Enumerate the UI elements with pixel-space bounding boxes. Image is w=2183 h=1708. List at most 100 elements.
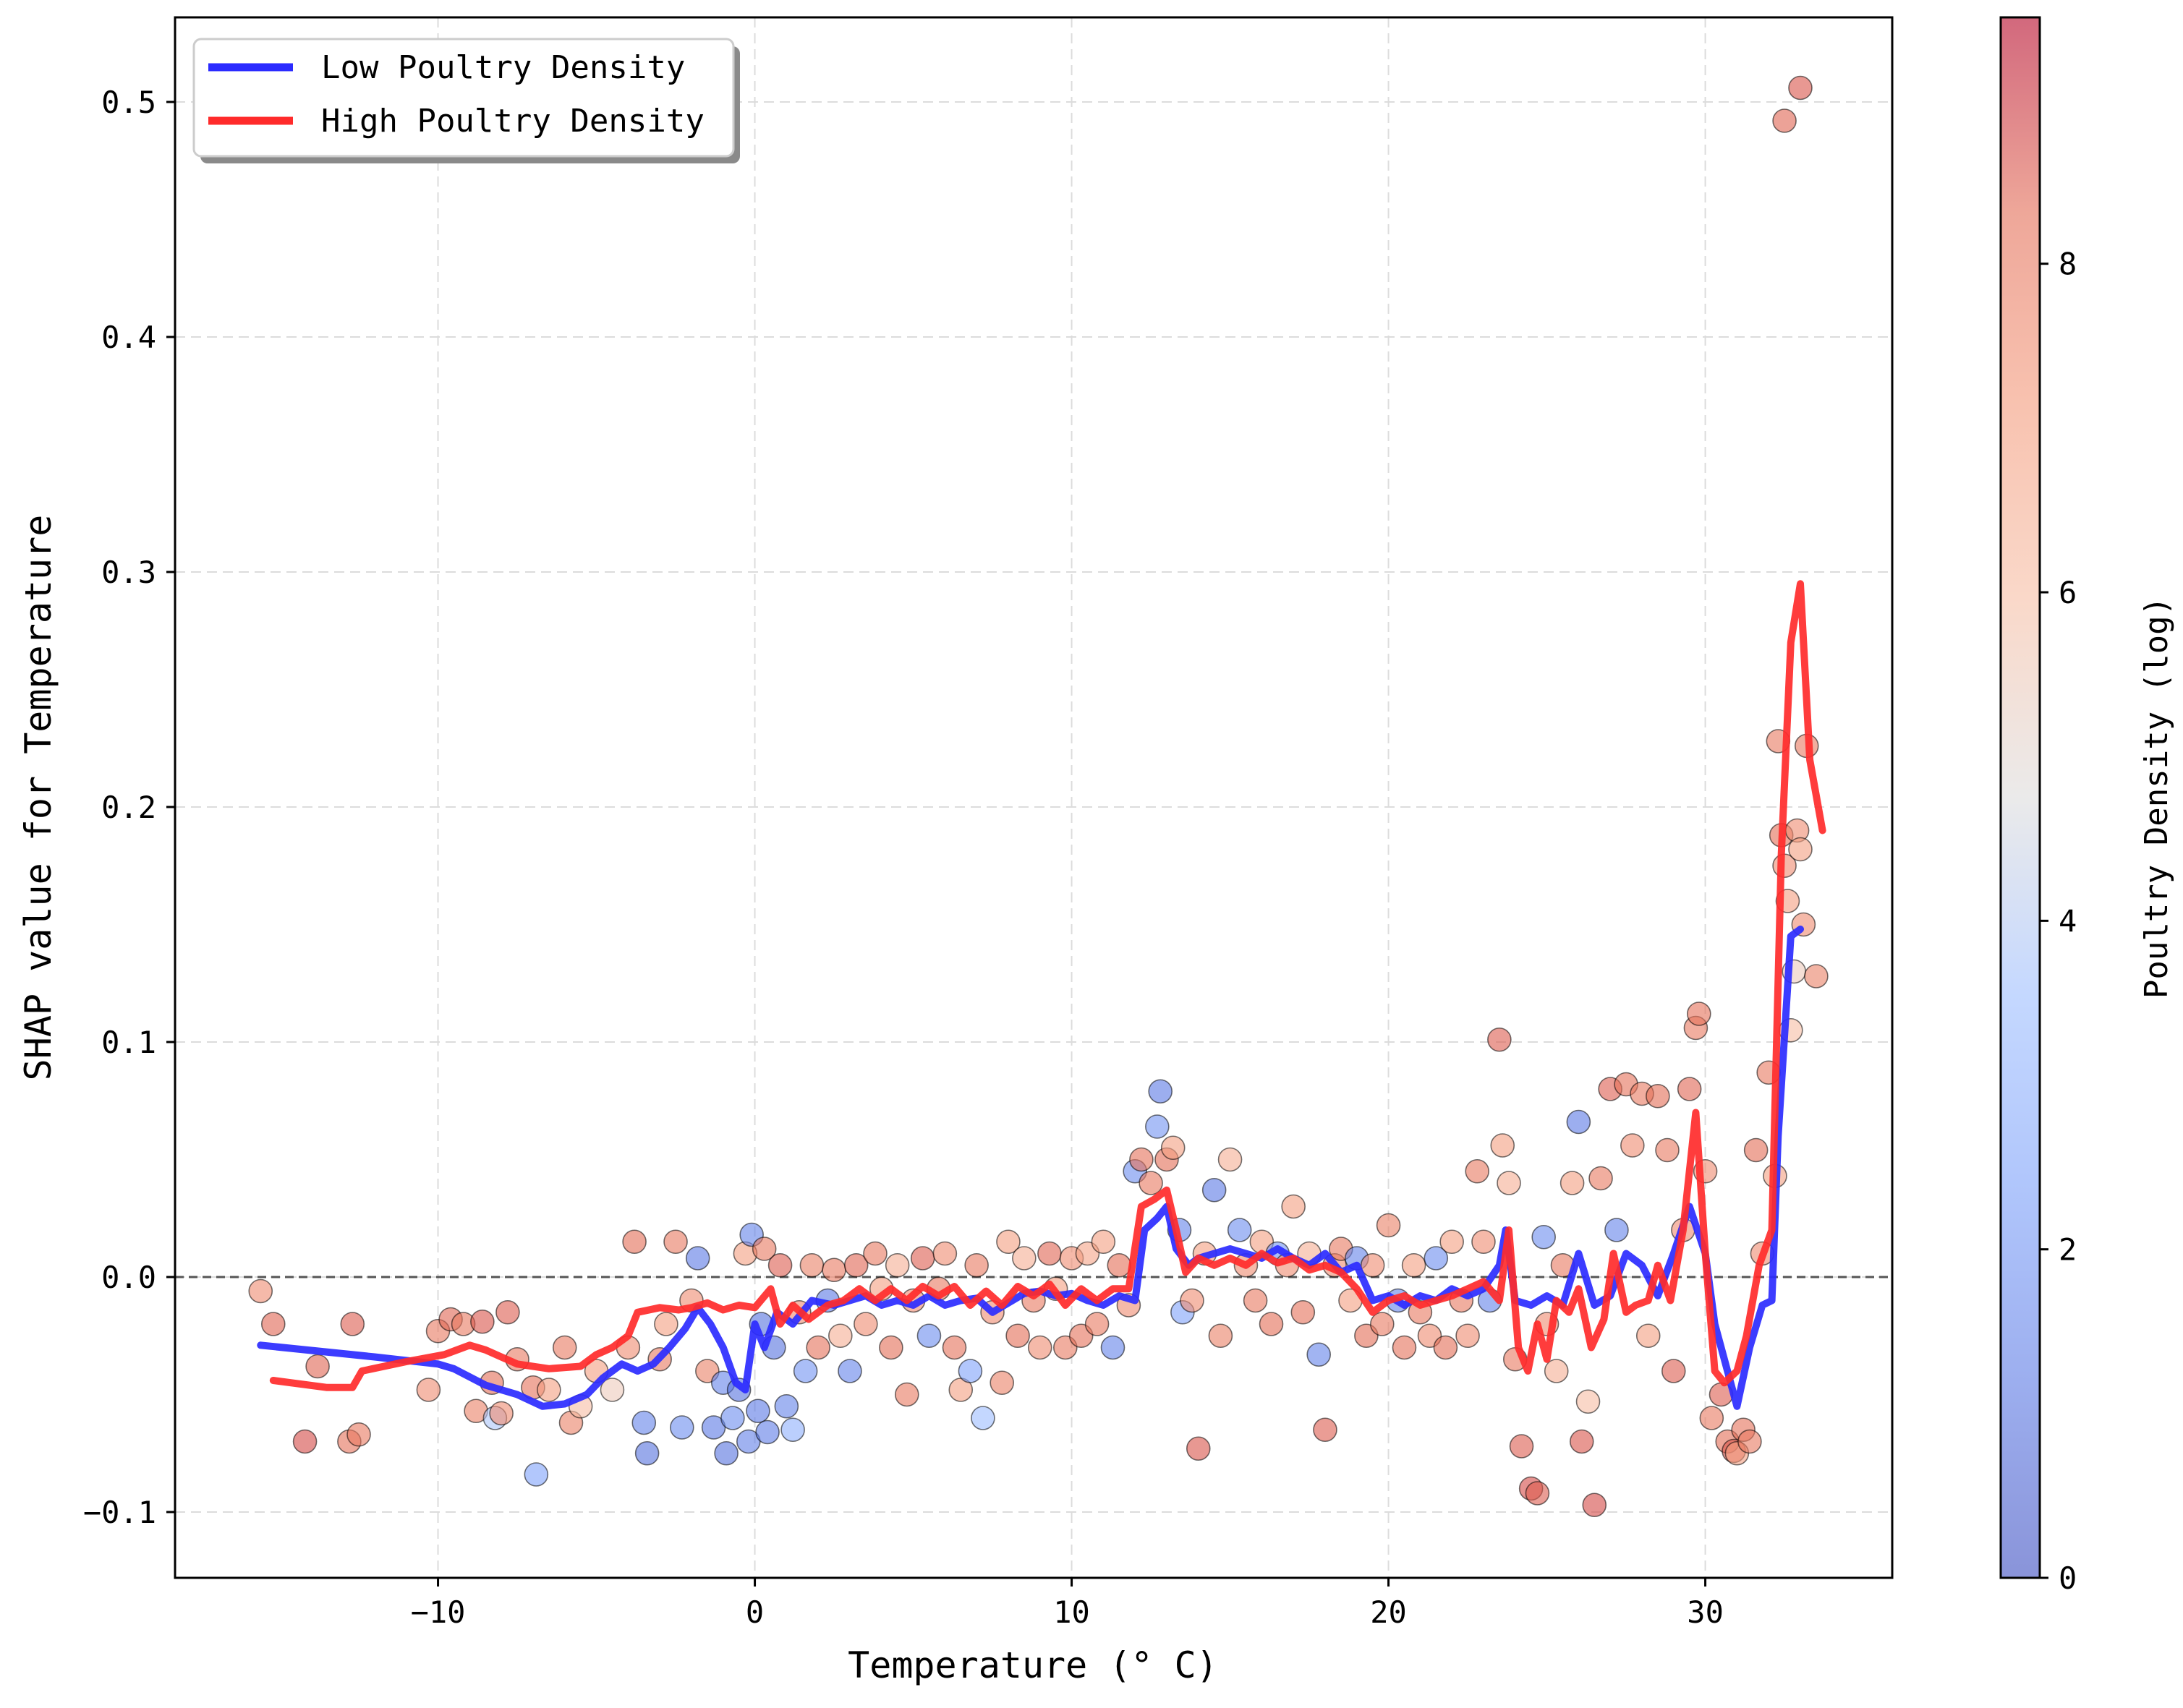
scatter-point [1160, 1135, 1186, 1161]
scatter-point [806, 1335, 830, 1360]
series-line-high-poultry-density [269, 580, 1826, 1391]
y-axis-title: SHAP value for Temperature [17, 515, 59, 1081]
scatter-point [1525, 1481, 1550, 1506]
scatter-point [1497, 1171, 1521, 1195]
scatter-point [996, 1229, 1021, 1255]
scatter-point [1091, 1229, 1116, 1255]
scatter-point [1509, 1434, 1534, 1459]
scatter-point [1788, 75, 1813, 101]
scatter-point [1582, 1493, 1607, 1518]
scatter-point [1439, 1229, 1464, 1255]
scatter-point [1490, 1133, 1515, 1158]
scatter-point [1107, 1252, 1132, 1278]
scatter-point [663, 1229, 688, 1255]
scatter-point [1217, 1147, 1243, 1172]
scatter-point [746, 1399, 770, 1424]
scatter-point [1655, 1137, 1680, 1163]
scatter-point [1604, 1218, 1629, 1242]
scatter-point [1401, 1252, 1426, 1278]
scatter-point [1201, 1177, 1227, 1203]
scatter-point [1005, 1323, 1030, 1349]
scatter-point [1281, 1194, 1306, 1219]
scatter-point [780, 1417, 805, 1443]
scatter-point [1360, 1252, 1385, 1278]
scatter-point [1139, 1171, 1163, 1195]
scatter-point [1392, 1335, 1417, 1360]
scatter-point [1559, 1171, 1585, 1195]
colorbar-tick-label: 0 [2059, 1560, 2077, 1596]
scatter-point [416, 1378, 441, 1402]
scatter-point [248, 1278, 273, 1304]
scatter-point [470, 1309, 495, 1334]
scatter-point [685, 1246, 710, 1271]
scatter-point [767, 1252, 793, 1278]
scatter-point [1084, 1312, 1110, 1336]
scatter-point [863, 1241, 888, 1266]
scatter-point [631, 1410, 657, 1435]
colorbar-title: Poultry Density (log) [2138, 597, 2175, 999]
scatter-points [248, 75, 1829, 1518]
x-tick-label: 10 [1053, 1594, 1090, 1630]
scatter-point [1687, 1002, 1711, 1026]
scatter-point [838, 1359, 862, 1383]
scatter-point [958, 1359, 983, 1383]
colorbar-tick-label: 6 [2059, 575, 2077, 610]
scatter-point [1487, 1027, 1512, 1052]
trend-lines [257, 580, 1826, 1410]
colorbar: 0 2 4 6 8 Poultry Density (log) [1999, 16, 2175, 1596]
colorbar-tick-label: 4 [2059, 903, 2077, 939]
scatter-point [1259, 1312, 1284, 1336]
scatter-point [524, 1462, 549, 1487]
scatter-point [1575, 1389, 1601, 1414]
scatter-point [843, 1252, 869, 1278]
legend-box [192, 38, 735, 158]
scatter-point [714, 1440, 739, 1466]
x-axis-title: Temperature (° C) [848, 1644, 1218, 1686]
scatter-point [1646, 1083, 1670, 1109]
scatter-point [752, 1237, 777, 1261]
scatter-point [1569, 1429, 1594, 1454]
scatter-point [1620, 1133, 1645, 1158]
scatter-point [495, 1299, 520, 1325]
scatter-point [552, 1335, 577, 1360]
scatter-point [1012, 1246, 1037, 1271]
scatter-point [670, 1415, 694, 1440]
scatter-point [634, 1440, 660, 1466]
scatter-point [1455, 1323, 1480, 1349]
scatter-point [1635, 1323, 1661, 1349]
scatter-point [1661, 1359, 1686, 1383]
y-tick-label: 0.5 [101, 85, 156, 120]
scatter-point [1145, 1114, 1170, 1139]
scatter-point [1531, 1224, 1556, 1250]
scatter-point [774, 1393, 799, 1419]
legend-label-low: Low Poultry Density [321, 49, 685, 86]
y-tick-label: 0.2 [101, 790, 156, 825]
scatter-point [793, 1359, 818, 1383]
scatter-point [1227, 1218, 1252, 1242]
scatter-point [1208, 1323, 1233, 1349]
scatter-point [1743, 1137, 1769, 1163]
scatter-point [537, 1378, 561, 1402]
scatter-point [910, 1246, 935, 1271]
scatter-point [964, 1252, 989, 1278]
scatter-point [1566, 1109, 1591, 1135]
scatter-point [1699, 1406, 1724, 1430]
scatter-point [1290, 1299, 1316, 1325]
scatter-point [292, 1429, 318, 1454]
y-tick-label: 0.1 [101, 1025, 156, 1060]
scatter-point [654, 1312, 678, 1336]
scatter-point [1424, 1246, 1449, 1271]
x-axis-ticks: −10 0 10 20 30 [411, 1578, 1724, 1630]
colorbar-tick-label: 2 [2059, 1232, 2077, 1268]
y-tick-label: 0.4 [101, 320, 156, 355]
x-tick-label: 0 [746, 1594, 764, 1630]
scatter-point [854, 1312, 878, 1336]
scatter-point [1465, 1158, 1490, 1184]
scatter-point [1180, 1288, 1204, 1313]
scatter-point [1243, 1288, 1268, 1313]
scatter-point [1186, 1436, 1211, 1461]
scatter-point [305, 1354, 330, 1379]
colorbar-tick-label: 8 [2059, 247, 2077, 282]
colorbar-ticks: 0 2 4 6 8 [2040, 247, 2077, 1596]
y-axis-ticks: −0.1 0.0 0.1 0.2 0.3 0.4 0.5 [83, 85, 175, 1530]
